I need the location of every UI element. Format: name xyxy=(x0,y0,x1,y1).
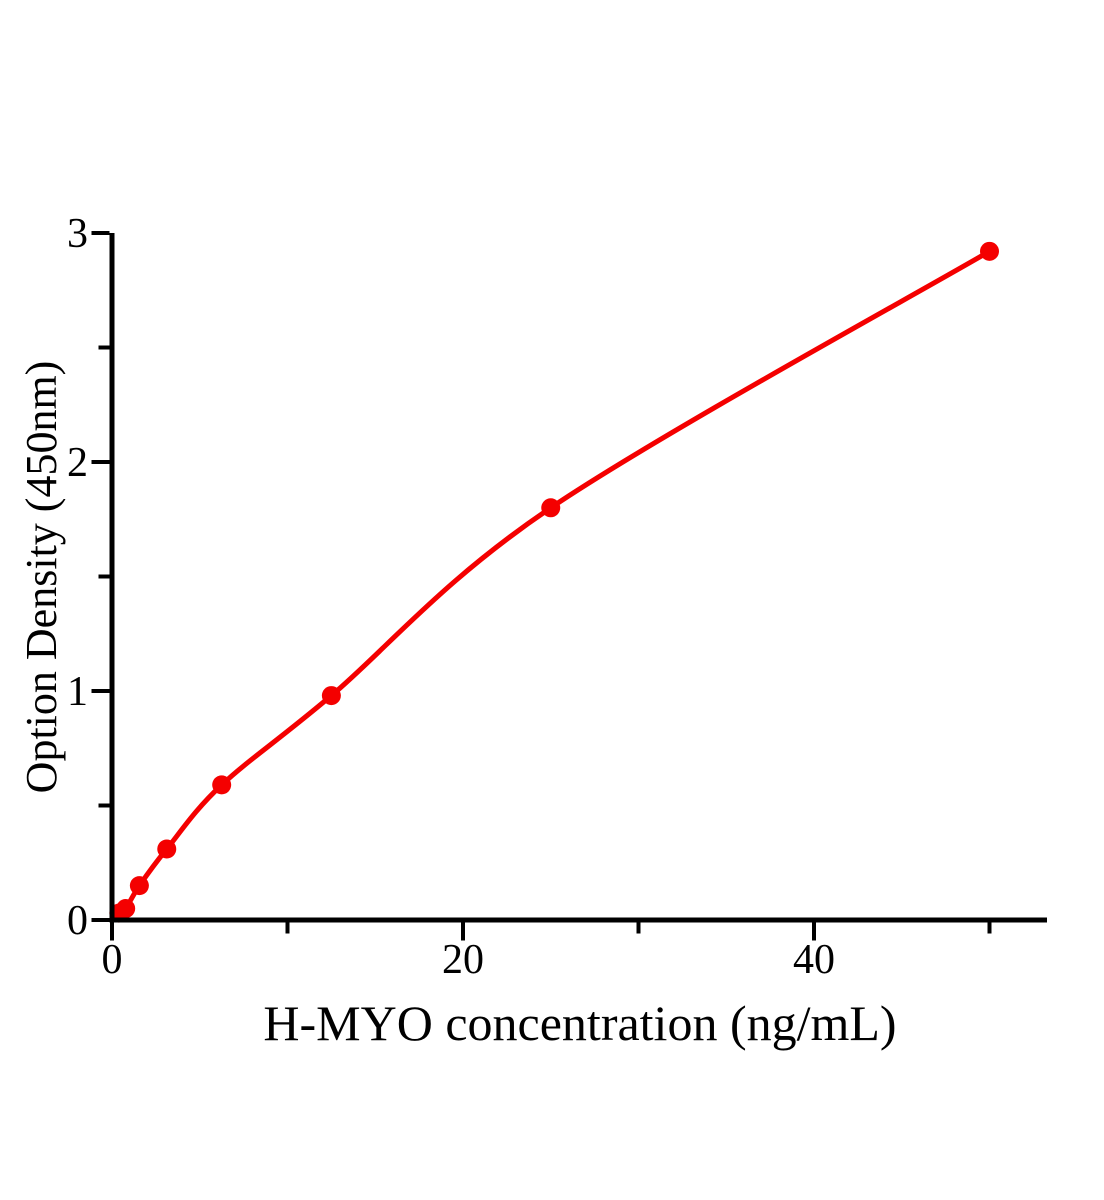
x-tick-label: 0 xyxy=(102,937,123,983)
x-axis-title: H-MYO concentration (ng/mL) xyxy=(263,995,896,1051)
data-point xyxy=(129,876,149,896)
y-tick-label: 3 xyxy=(67,211,88,257)
y-axis-title: Option Density (450nm) xyxy=(17,361,66,794)
fit-curve xyxy=(110,248,992,922)
data-point xyxy=(212,775,232,795)
plot-area: 0 20 40 0 1 2 3 xyxy=(67,211,1047,983)
y-tick-label: 0 xyxy=(67,898,88,944)
data-point xyxy=(116,899,136,919)
y-tick-label: 1 xyxy=(67,669,88,715)
data-point xyxy=(157,839,177,859)
y-tick-label: 2 xyxy=(67,440,88,486)
x-tick-label: 40 xyxy=(793,937,835,983)
data-point xyxy=(541,498,561,518)
x-tick-label: 20 xyxy=(442,937,484,983)
data-point xyxy=(321,686,341,706)
data-point xyxy=(980,241,999,261)
